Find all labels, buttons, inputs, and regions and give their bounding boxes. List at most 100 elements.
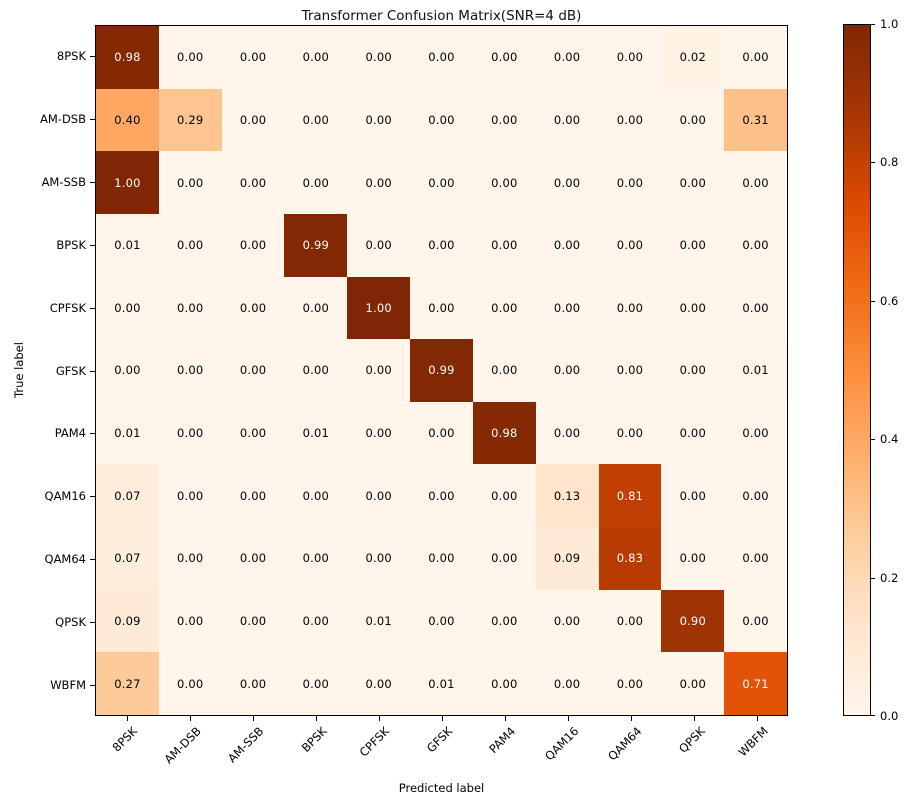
matrix-cell: 0.00 — [473, 214, 536, 277]
tick-mark — [568, 716, 569, 721]
tick-mark — [90, 245, 95, 246]
y-tick-label: AM-SSB — [0, 175, 86, 189]
matrix-cell: 0.00 — [410, 464, 473, 527]
matrix-cell: 0.00 — [410, 214, 473, 277]
y-tick-label: PAM4 — [0, 426, 86, 440]
tick-mark — [505, 716, 506, 721]
x-axis-label: Predicted label — [95, 781, 788, 795]
matrix-cell: 0.02 — [661, 26, 724, 89]
tick-mark — [127, 716, 128, 721]
matrix-cell: 0.00 — [599, 402, 662, 465]
matrix-cell: 0.00 — [222, 339, 285, 402]
matrix-cell: 0.00 — [724, 277, 787, 340]
tick-mark — [316, 716, 317, 721]
heatmap-grid: 0.980.000.000.000.000.000.000.000.000.02… — [95, 25, 788, 716]
matrix-cell: 0.00 — [724, 527, 787, 590]
y-tick-label: BPSK — [0, 238, 86, 252]
matrix-cell: 0.00 — [661, 277, 724, 340]
matrix-cell: 0.00 — [284, 89, 347, 152]
matrix-cell: 0.00 — [661, 464, 724, 527]
matrix-cell: 0.00 — [536, 277, 599, 340]
matrix-cell: 0.00 — [599, 151, 662, 214]
matrix-cell: 0.00 — [222, 652, 285, 715]
colorbar-tick-label: 0.6 — [880, 294, 898, 308]
chart-title: Transformer Confusion Matrix(SNR=4 dB) — [95, 8, 788, 24]
matrix-cell: 0.00 — [661, 527, 724, 590]
matrix-cell: 0.00 — [159, 464, 222, 527]
matrix-cell: 0.00 — [536, 214, 599, 277]
matrix-cell: 0.01 — [347, 590, 410, 653]
matrix-cell: 0.00 — [347, 652, 410, 715]
matrix-cell: 0.09 — [96, 590, 159, 653]
matrix-cell: 0.00 — [284, 277, 347, 340]
matrix-cell: 0.40 — [96, 89, 159, 152]
matrix-cell: 0.00 — [473, 527, 536, 590]
matrix-cell: 0.00 — [536, 402, 599, 465]
matrix-cell: 0.00 — [159, 402, 222, 465]
matrix-cell: 0.00 — [159, 590, 222, 653]
matrix-cell: 0.99 — [284, 214, 347, 277]
tick-mark — [90, 622, 95, 623]
matrix-cell: 0.00 — [347, 214, 410, 277]
matrix-cell: 0.00 — [536, 652, 599, 715]
tick-mark — [90, 496, 95, 497]
matrix-cell: 0.00 — [222, 277, 285, 340]
matrix-cell: 0.00 — [347, 89, 410, 152]
matrix-cell: 0.01 — [96, 402, 159, 465]
matrix-cell: 0.00 — [410, 277, 473, 340]
matrix-cell: 0.00 — [599, 339, 662, 402]
matrix-cell: 0.00 — [222, 527, 285, 590]
matrix-cell: 0.00 — [473, 89, 536, 152]
matrix-cell: 0.00 — [661, 89, 724, 152]
matrix-cell: 0.71 — [724, 652, 787, 715]
matrix-cell: 0.00 — [410, 89, 473, 152]
matrix-cell: 0.00 — [599, 590, 662, 653]
tick-mark — [90, 371, 95, 372]
x-tick-label: WBFM — [735, 724, 770, 759]
matrix-cell: 0.00 — [284, 26, 347, 89]
tick-mark — [90, 308, 95, 309]
x-tick-label: PAM4 — [486, 724, 518, 756]
colorbar — [843, 24, 871, 716]
matrix-cell: 0.00 — [347, 527, 410, 590]
tick-mark — [442, 716, 443, 721]
matrix-cell: 1.00 — [96, 151, 159, 214]
matrix-cell: 0.00 — [159, 151, 222, 214]
matrix-cell: 0.00 — [96, 339, 159, 402]
matrix-cell: 0.00 — [347, 26, 410, 89]
tick-mark — [190, 716, 191, 721]
y-tick-label: AM-DSB — [0, 112, 86, 126]
matrix-cell: 0.00 — [724, 402, 787, 465]
matrix-cell: 0.00 — [724, 464, 787, 527]
tick-mark — [90, 56, 95, 57]
matrix-cell: 0.00 — [536, 89, 599, 152]
matrix-cell: 0.00 — [284, 151, 347, 214]
matrix-cell: 0.00 — [599, 214, 662, 277]
matrix-cell: 0.00 — [159, 277, 222, 340]
tick-mark — [253, 716, 254, 721]
matrix-cell: 0.00 — [473, 151, 536, 214]
matrix-cell: 0.00 — [159, 339, 222, 402]
colorbar-tick-label: 1.0 — [880, 17, 898, 31]
matrix-cell: 0.00 — [473, 339, 536, 402]
matrix-cell: 0.00 — [410, 26, 473, 89]
x-tick-label: 8PSK — [110, 724, 140, 754]
tick-mark — [90, 559, 95, 560]
matrix-cell: 0.00 — [599, 652, 662, 715]
matrix-cell: 0.00 — [724, 214, 787, 277]
matrix-cell: 0.00 — [473, 277, 536, 340]
matrix-cell: 0.00 — [661, 652, 724, 715]
matrix-cell: 0.00 — [159, 26, 222, 89]
matrix-cell: 1.00 — [347, 277, 410, 340]
confusion-matrix-figure: Transformer Confusion Matrix(SNR=4 dB) 0… — [0, 0, 920, 809]
matrix-cell: 0.00 — [473, 26, 536, 89]
matrix-cell: 0.00 — [599, 89, 662, 152]
tick-mark — [90, 685, 95, 686]
matrix-cell: 0.00 — [661, 402, 724, 465]
tick-mark — [871, 715, 875, 716]
matrix-cell: 0.00 — [222, 89, 285, 152]
tick-mark — [871, 24, 875, 25]
x-tick-label: AM-SSB — [225, 724, 266, 765]
matrix-cell: 0.09 — [536, 527, 599, 590]
matrix-cell: 0.00 — [536, 26, 599, 89]
